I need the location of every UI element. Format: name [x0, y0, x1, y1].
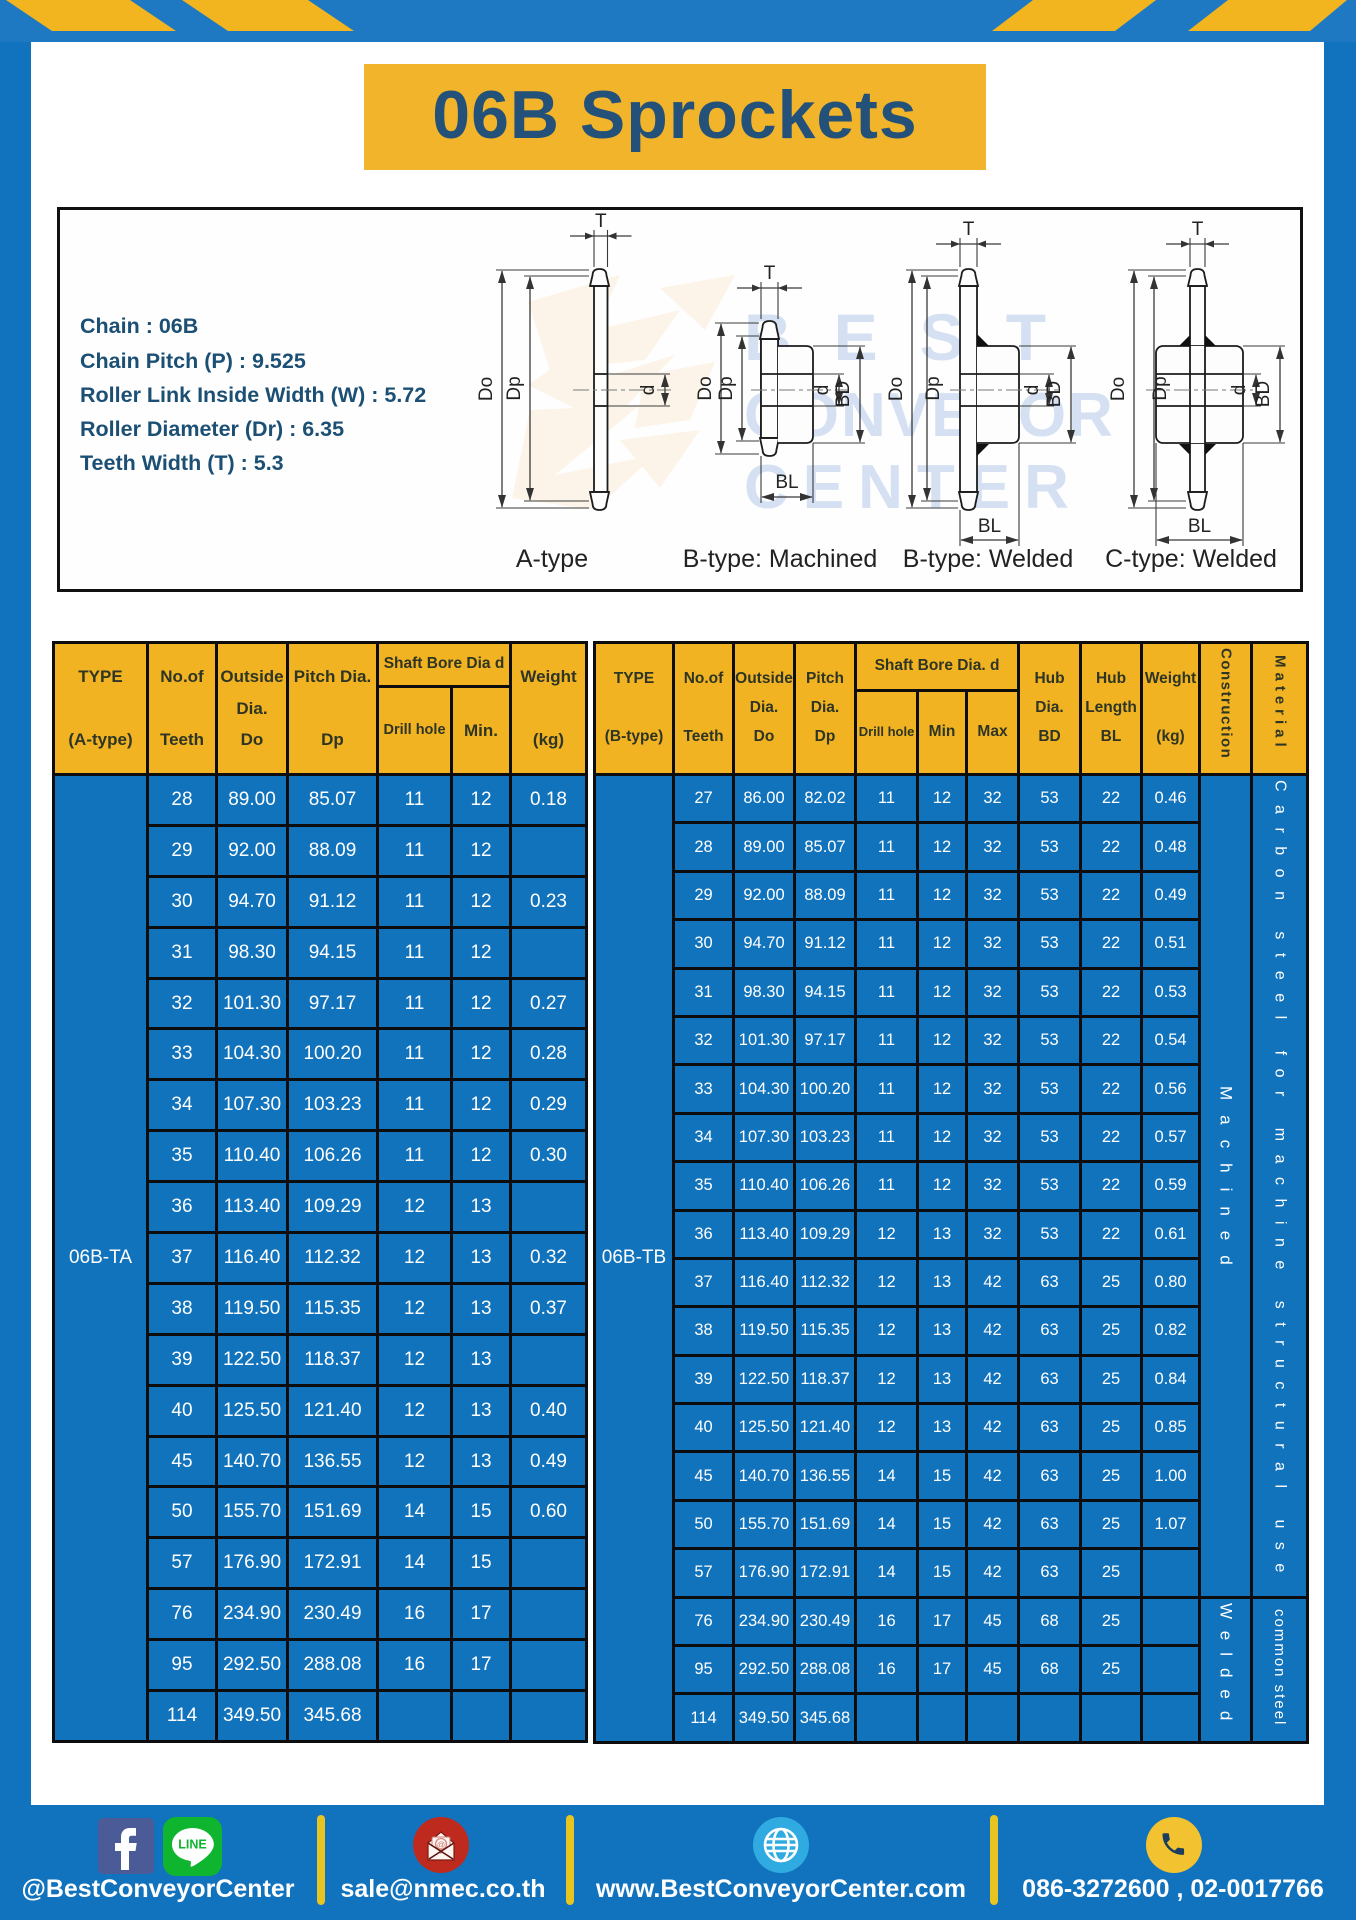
svg-text:BL: BL [978, 516, 1001, 537]
svg-text:d: d [1229, 385, 1250, 396]
svg-text:T: T [595, 211, 607, 232]
svg-text:d: d [812, 385, 833, 396]
svg-text:BD: BD [1044, 381, 1065, 407]
svg-text:B-type: Welded: B-type: Welded [903, 545, 1073, 573]
svg-text:Roller Link Inside Width (W): Roller Link Inside Width (W) : 5.72 [80, 383, 426, 407]
svg-text:C-type: Welded: C-type: Welded [1105, 545, 1277, 573]
svg-text:Chain : 06B: Chain : 06B [80, 314, 198, 338]
svg-text:@: @ [437, 1840, 446, 1850]
svg-text:Chain Pitch (P) : 9.525: Chain Pitch (P) : 9.525 [80, 349, 306, 373]
svg-text:A-type: A-type [516, 545, 588, 573]
svg-text:d: d [638, 385, 659, 396]
svg-text:T: T [1192, 219, 1204, 240]
svg-text:Dp: Dp [716, 376, 737, 400]
svg-text:Dp: Dp [504, 376, 525, 400]
svg-text:BD: BD [1253, 381, 1274, 407]
svg-text:LINE: LINE [178, 1838, 206, 1852]
svg-text:T: T [764, 263, 776, 284]
svg-text:Dp: Dp [1150, 376, 1171, 400]
svg-text:Do: Do [886, 377, 907, 401]
svg-text:Do: Do [695, 376, 716, 400]
svg-text:BL: BL [775, 472, 798, 493]
svg-text:Roller Diameter (Dr) : 6.35: Roller Diameter (Dr) : 6.35 [80, 417, 344, 441]
svg-text:Teeth Width (T) : 5.3: Teeth Width (T) : 5.3 [80, 451, 284, 475]
svg-text:BL: BL [1188, 516, 1211, 537]
svg-text:CENTER: CENTER [744, 453, 1083, 522]
svg-text:T: T [963, 219, 975, 240]
svg-text:Do: Do [476, 377, 497, 401]
svg-text:Do: Do [1108, 377, 1129, 401]
svg-text:d: d [1022, 385, 1043, 396]
svg-text:Dp: Dp [923, 376, 944, 400]
svg-text:BD: BD [833, 381, 854, 407]
svg-text:B-type: Machined: B-type: Machined [683, 545, 878, 573]
